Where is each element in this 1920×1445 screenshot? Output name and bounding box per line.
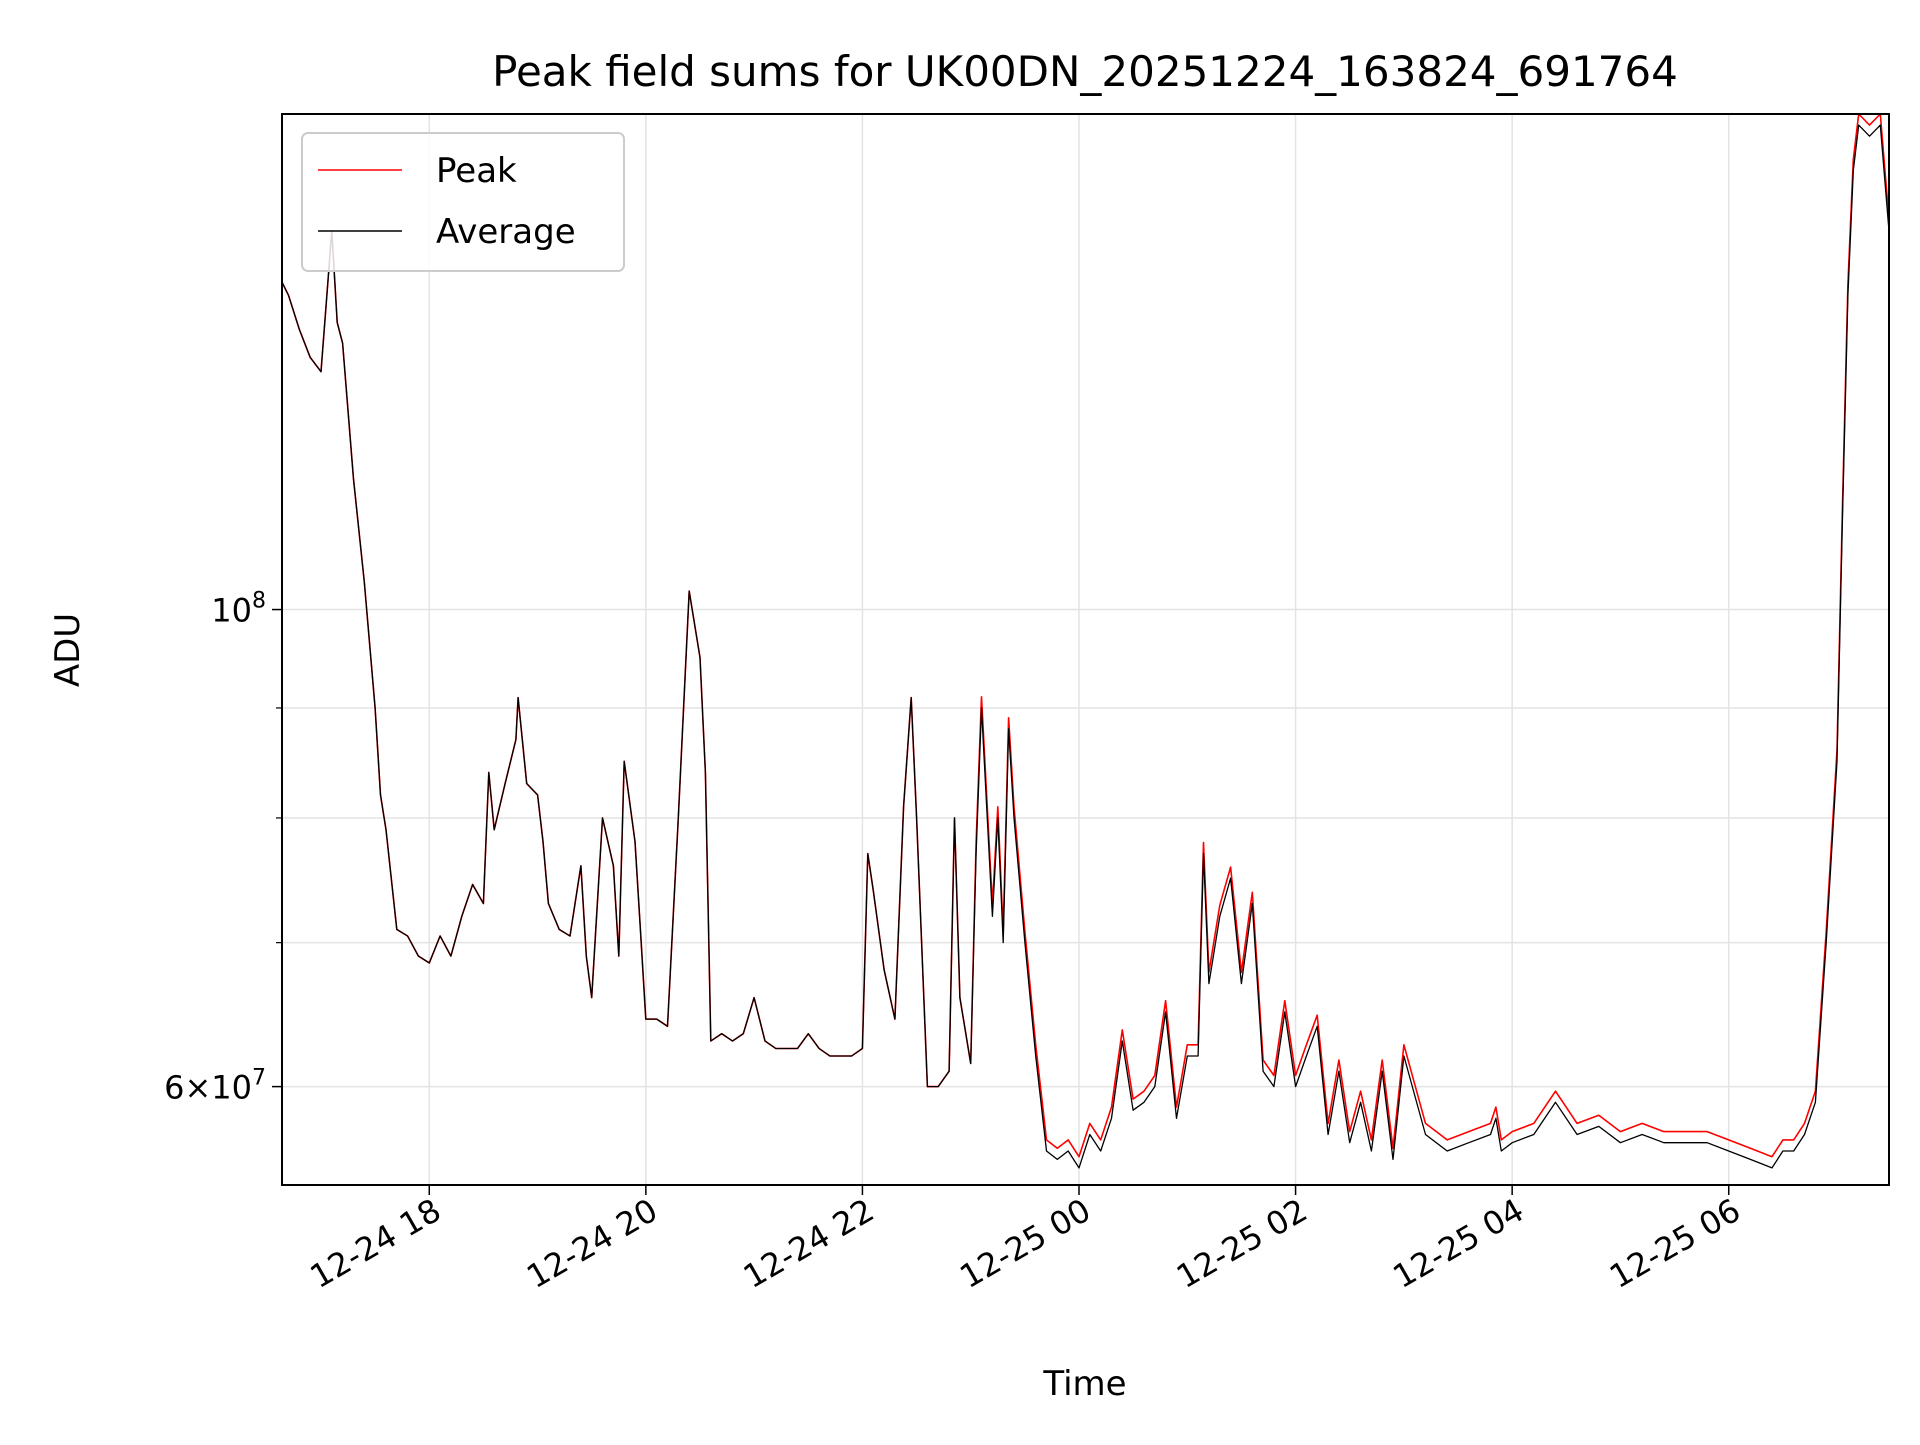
y-tick-exponent: 8 (252, 589, 266, 614)
legend-label-average: Average (436, 212, 576, 252)
y-axis-label: ADU (48, 613, 88, 687)
y-tick-mantissa: 6× (164, 1069, 211, 1107)
series-layer (281, 113, 1890, 1169)
legend-box (301, 132, 625, 272)
grid-layer (282, 114, 1889, 1185)
x-axis-label: Time (1042, 1364, 1126, 1404)
y-tick-label: 108 (211, 589, 266, 630)
y-tick-exponent: 7 (252, 1066, 266, 1091)
y-tick-base: 10 (211, 1069, 252, 1107)
chart-title: Peak field sums for UK00DN_20251224_1638… (492, 47, 1678, 96)
y-tick-base: 10 (211, 592, 252, 630)
series-line-average (281, 124, 1890, 1169)
plot-frame (281, 113, 1890, 1186)
y-tick-label: 6×107 (164, 1066, 266, 1107)
legend-label-peak: Peak (436, 151, 517, 191)
legend: Peak Average (301, 132, 625, 272)
